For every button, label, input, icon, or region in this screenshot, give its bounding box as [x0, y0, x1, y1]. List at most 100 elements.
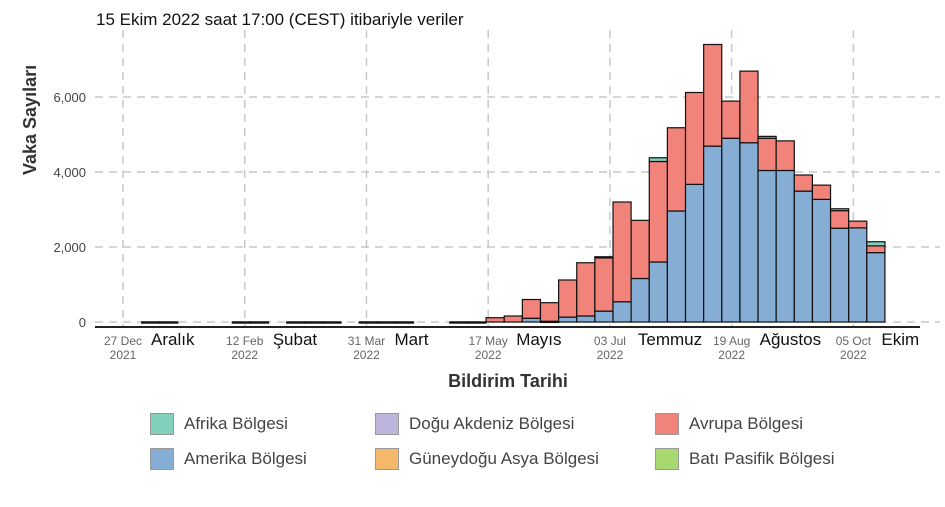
legend-item: Amerika Bölgesi	[150, 448, 307, 470]
legend-label: Amerika Bölgesi	[184, 449, 307, 468]
legend-item: Afrika Bölgesi	[150, 413, 288, 435]
x-tick-year: 2022	[597, 348, 624, 362]
bar-segment	[231, 321, 251, 324]
bar-segment	[793, 190, 814, 323]
legend-label: Avrupa Bölgesi	[689, 414, 804, 433]
bar-segment	[558, 316, 578, 323]
bar-segment	[829, 227, 850, 323]
bar-segment	[159, 321, 179, 324]
bar-segment	[666, 210, 687, 323]
bar-segment	[286, 321, 306, 324]
bar-segment	[684, 183, 705, 323]
month-label: Mayıs	[516, 330, 561, 349]
x-tick-year: 2022	[353, 348, 380, 362]
bar-segment	[866, 245, 886, 254]
bar-segment	[141, 321, 161, 324]
bar-segment	[539, 302, 560, 322]
bar-segment	[558, 279, 578, 318]
bar-segment	[775, 140, 795, 172]
y-tick-label: 2,000	[53, 240, 86, 255]
y-axis-label: Vaka Sayıları	[20, 64, 40, 175]
bar-segment	[485, 317, 505, 323]
x-axis-label: Bildirim Tarihi	[448, 371, 568, 391]
bar-segment	[739, 142, 759, 323]
bar-segment	[449, 321, 469, 324]
x-tick-label: 12 Feb	[226, 334, 264, 348]
bar-segment	[576, 262, 596, 317]
bar-segment	[811, 198, 832, 323]
bar-segment	[721, 100, 741, 139]
y-tick-label: 0	[79, 315, 86, 330]
x-tick-year: 2022	[475, 348, 502, 362]
bar-segment	[793, 174, 814, 192]
bar-segment	[594, 310, 614, 323]
bar-segment	[322, 321, 342, 324]
bar-segment	[503, 315, 523, 323]
bar-segment	[594, 256, 614, 259]
bar-segment	[757, 169, 777, 323]
legend-swatch	[375, 413, 399, 435]
legend-swatch	[375, 448, 399, 470]
month-label: Şubat	[273, 330, 318, 349]
month-label: Ağustos	[760, 330, 821, 349]
bar-segment	[829, 210, 850, 229]
bar-segment	[684, 91, 705, 185]
x-tick-year: 2022	[231, 348, 258, 362]
x-tick-label: 19 Aug	[713, 334, 750, 348]
legend-swatch	[655, 448, 679, 470]
x-tick-label: 27 Dec	[104, 334, 142, 348]
month-label: Ekim	[881, 330, 919, 349]
bar-segment	[703, 43, 723, 147]
legend-label: Güneydoğu Asya Bölgesi	[409, 449, 599, 468]
bar-segment	[521, 298, 542, 319]
bar-segment	[304, 321, 324, 324]
legend-label: Afrika Bölgesi	[184, 414, 288, 433]
bar-segment	[739, 70, 759, 144]
bar-segment	[703, 145, 723, 323]
bar-segment	[630, 277, 650, 323]
legend-label: Batı Pasifik Bölgesi	[689, 449, 835, 468]
bar-segment	[576, 315, 596, 323]
bar-segment	[848, 220, 868, 229]
bar-segment	[612, 301, 632, 323]
bar-segment	[630, 219, 650, 280]
bar-segment	[376, 321, 397, 324]
legend-item: Güneydoğu Asya Bölgesi	[375, 448, 599, 470]
bar-segment	[594, 257, 614, 312]
x-tick-label: 31 Mar	[348, 334, 385, 348]
bar-segment	[648, 160, 668, 263]
x-tick-year: 2021	[110, 348, 137, 362]
bar-segment	[721, 137, 741, 323]
month-label: Temmuz	[638, 330, 702, 349]
x-tick-label: 17 May	[469, 334, 508, 348]
bar-segment	[829, 208, 850, 212]
y-tick-label: 6,000	[53, 90, 86, 105]
bar-segment	[775, 169, 795, 323]
bar-segment	[648, 261, 668, 323]
bar-segment	[866, 241, 886, 247]
bar-segment	[612, 201, 632, 303]
x-tick-label: 05 Oct	[836, 334, 872, 348]
legend-swatch	[150, 413, 174, 435]
chart-title: 15 Ekim 2022 saat 17:00 (CEST) itibariyl…	[96, 10, 464, 29]
bar-segment	[811, 184, 832, 200]
bar-segment	[757, 135, 777, 139]
x-tick-label: 03 Jul	[594, 334, 626, 348]
month-label: Mart	[394, 330, 428, 349]
legend-label: Doğu Akdeniz Bölgesi	[409, 414, 575, 433]
bar-segment	[358, 321, 378, 324]
bar-segment	[467, 321, 487, 324]
bar-segment	[757, 137, 777, 172]
legend-item: Doğu Akdeniz Bölgesi	[375, 413, 574, 435]
bar-segment	[666, 127, 687, 212]
bar-segment	[394, 321, 415, 324]
legend-swatch	[655, 413, 679, 435]
bar-segment	[848, 227, 868, 323]
legend-swatch	[150, 448, 174, 470]
y-tick-label: 4,000	[53, 165, 86, 180]
legend-item: Batı Pasifik Bölgesi	[655, 448, 835, 470]
x-tick-year: 2022	[718, 348, 745, 362]
legend-item: Avrupa Bölgesi	[655, 413, 803, 435]
